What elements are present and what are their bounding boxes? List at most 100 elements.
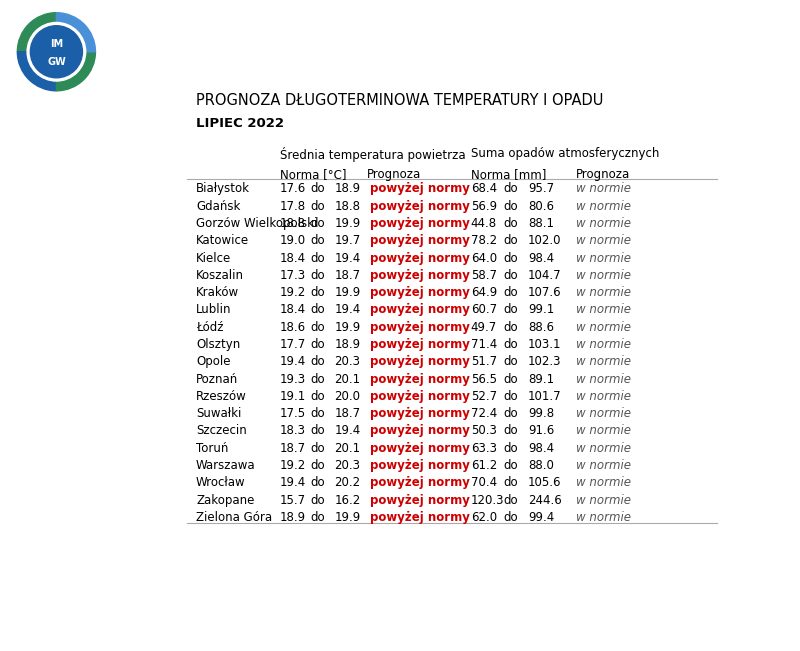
Text: Kraków: Kraków bbox=[196, 286, 239, 299]
Text: 19.4: 19.4 bbox=[280, 355, 306, 368]
Text: 19.9: 19.9 bbox=[334, 321, 361, 334]
Text: 102.0: 102.0 bbox=[528, 234, 562, 247]
Text: w normie: w normie bbox=[576, 234, 631, 247]
Text: do: do bbox=[310, 234, 326, 247]
Text: 20.2: 20.2 bbox=[334, 477, 361, 490]
Text: powyżej normy: powyżej normy bbox=[370, 234, 470, 247]
Text: IM: IM bbox=[50, 38, 63, 49]
Text: do: do bbox=[310, 408, 326, 420]
Text: 17.7: 17.7 bbox=[280, 338, 306, 351]
Text: Suma opadów atmosferycznych: Suma opadów atmosferycznych bbox=[470, 146, 659, 159]
Text: powyżej normy: powyżej normy bbox=[370, 217, 470, 230]
Wedge shape bbox=[56, 13, 95, 52]
Text: do: do bbox=[503, 355, 518, 368]
Text: 18.7: 18.7 bbox=[334, 408, 361, 420]
Text: 19.0: 19.0 bbox=[280, 234, 306, 247]
Text: powyżej normy: powyżej normy bbox=[370, 286, 470, 299]
Text: do: do bbox=[310, 269, 326, 282]
Text: 99.8: 99.8 bbox=[528, 408, 554, 420]
Text: do: do bbox=[310, 442, 326, 455]
Text: powyżej normy: powyżej normy bbox=[370, 459, 470, 472]
Text: 19.4: 19.4 bbox=[334, 251, 361, 264]
Text: 20.0: 20.0 bbox=[334, 390, 360, 403]
Text: Norma [mm]: Norma [mm] bbox=[470, 168, 546, 181]
Text: 20.3: 20.3 bbox=[334, 459, 360, 472]
Text: Średnia temperatura powietrza: Średnia temperatura powietrza bbox=[280, 146, 466, 162]
Text: 20.1: 20.1 bbox=[334, 442, 361, 455]
Text: do: do bbox=[310, 424, 326, 437]
Circle shape bbox=[27, 22, 86, 81]
Text: powyżej normy: powyżej normy bbox=[370, 251, 470, 264]
Text: 103.1: 103.1 bbox=[528, 338, 562, 351]
Text: powyżej normy: powyżej normy bbox=[370, 424, 470, 437]
Text: 105.6: 105.6 bbox=[528, 477, 562, 490]
Text: do: do bbox=[310, 493, 326, 506]
Text: 107.6: 107.6 bbox=[528, 286, 562, 299]
Text: 17.6: 17.6 bbox=[280, 182, 306, 195]
Text: 19.1: 19.1 bbox=[280, 390, 306, 403]
Text: 78.2: 78.2 bbox=[470, 234, 497, 247]
Text: 18.4: 18.4 bbox=[280, 303, 306, 316]
Text: 19.2: 19.2 bbox=[280, 286, 306, 299]
Text: do: do bbox=[503, 459, 518, 472]
Text: Katowice: Katowice bbox=[196, 234, 250, 247]
Text: w normie: w normie bbox=[576, 182, 631, 195]
Text: 19.4: 19.4 bbox=[280, 477, 306, 490]
Text: GW: GW bbox=[47, 57, 66, 66]
Text: do: do bbox=[503, 234, 518, 247]
Text: 19.9: 19.9 bbox=[334, 286, 361, 299]
Text: Gorzów Wielkopolski: Gorzów Wielkopolski bbox=[196, 217, 318, 230]
Text: 56.9: 56.9 bbox=[470, 200, 497, 213]
Text: 56.5: 56.5 bbox=[470, 372, 497, 385]
Text: 88.6: 88.6 bbox=[528, 321, 554, 334]
Text: Lublin: Lublin bbox=[196, 303, 232, 316]
Text: 18.8: 18.8 bbox=[334, 200, 360, 213]
Text: 18.7: 18.7 bbox=[280, 442, 306, 455]
Text: do: do bbox=[310, 182, 326, 195]
Text: w normie: w normie bbox=[576, 372, 631, 385]
Wedge shape bbox=[56, 52, 95, 90]
Text: 88.1: 88.1 bbox=[528, 217, 554, 230]
Text: w normie: w normie bbox=[576, 217, 631, 230]
Text: 17.5: 17.5 bbox=[280, 408, 306, 420]
Text: do: do bbox=[503, 217, 518, 230]
Text: Koszalin: Koszalin bbox=[196, 269, 244, 282]
Text: 104.7: 104.7 bbox=[528, 269, 562, 282]
Text: 19.9: 19.9 bbox=[334, 217, 361, 230]
Text: do: do bbox=[310, 355, 326, 368]
Text: w normie: w normie bbox=[576, 200, 631, 213]
Text: 17.3: 17.3 bbox=[280, 269, 306, 282]
Text: Opole: Opole bbox=[196, 355, 230, 368]
Text: 98.4: 98.4 bbox=[528, 251, 554, 264]
Text: 244.6: 244.6 bbox=[528, 493, 562, 506]
Text: 64.9: 64.9 bbox=[470, 286, 497, 299]
Wedge shape bbox=[18, 52, 56, 90]
Text: do: do bbox=[503, 321, 518, 334]
Text: do: do bbox=[503, 390, 518, 403]
Text: do: do bbox=[310, 390, 326, 403]
Text: 99.1: 99.1 bbox=[528, 303, 554, 316]
Text: Kielce: Kielce bbox=[196, 251, 231, 264]
Text: Prognoza: Prognoza bbox=[366, 168, 421, 181]
Text: do: do bbox=[503, 182, 518, 195]
Text: do: do bbox=[503, 303, 518, 316]
Text: 80.6: 80.6 bbox=[528, 200, 554, 213]
Text: do: do bbox=[310, 321, 326, 334]
Text: 18.4: 18.4 bbox=[280, 251, 306, 264]
Text: 58.7: 58.7 bbox=[470, 269, 497, 282]
Text: powyżej normy: powyżej normy bbox=[370, 390, 470, 403]
Text: do: do bbox=[310, 338, 326, 351]
Text: 18.7: 18.7 bbox=[334, 269, 361, 282]
Text: do: do bbox=[503, 200, 518, 213]
Text: 61.2: 61.2 bbox=[470, 459, 497, 472]
Text: 88.0: 88.0 bbox=[528, 459, 554, 472]
Text: do: do bbox=[310, 286, 326, 299]
Text: Szczecin: Szczecin bbox=[196, 424, 247, 437]
Text: 52.7: 52.7 bbox=[470, 390, 497, 403]
Text: 19.7: 19.7 bbox=[334, 234, 361, 247]
Text: do: do bbox=[503, 372, 518, 385]
Text: do: do bbox=[503, 493, 518, 506]
Text: do: do bbox=[310, 459, 326, 472]
Text: w normie: w normie bbox=[576, 493, 631, 506]
Text: w normie: w normie bbox=[576, 338, 631, 351]
